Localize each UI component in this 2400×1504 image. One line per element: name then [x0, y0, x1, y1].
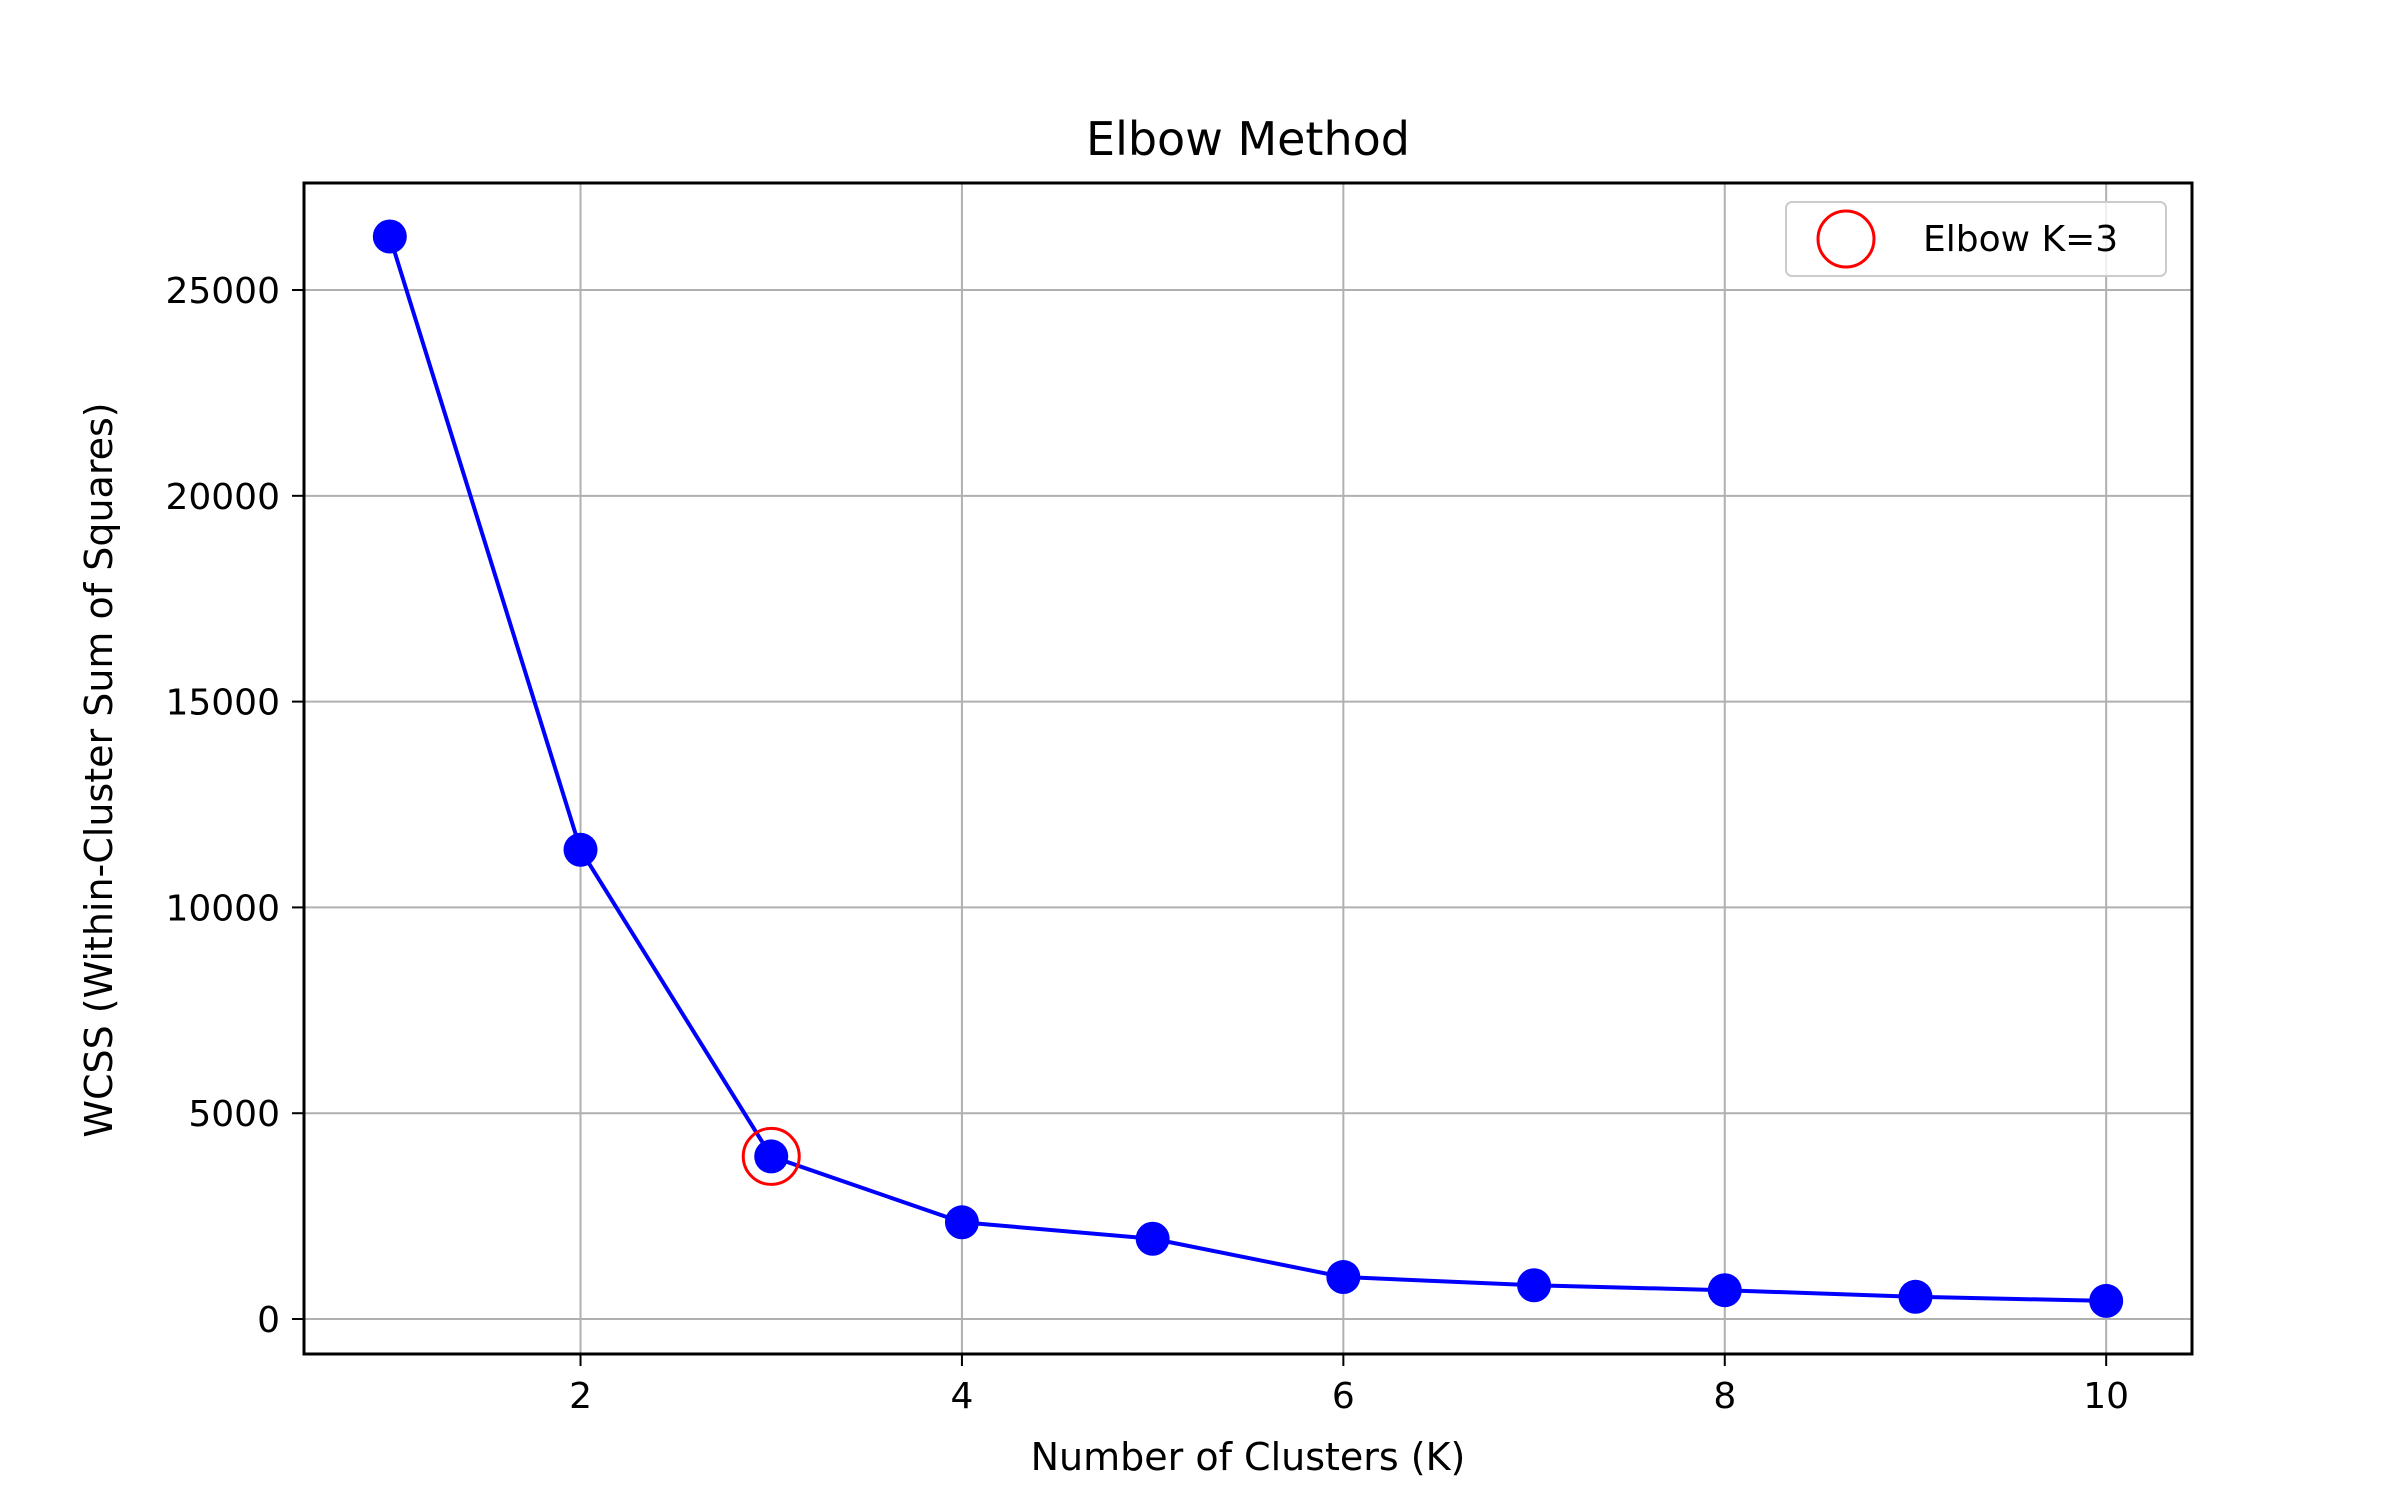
y-tick-label: 5000 [188, 1094, 280, 1135]
data-point [563, 832, 598, 867]
x-tick-label: 8 [1713, 1376, 1736, 1417]
x-tick-label: 2 [569, 1376, 592, 1417]
data-point [944, 1205, 979, 1240]
data-point [1898, 1279, 1933, 1314]
y-tick-label: 20000 [165, 477, 280, 518]
ticks-layer: 2 4 6 8 10 0 5000 10000 15000 20000 25000 [165, 271, 2129, 1417]
plot-frame [302, 181, 2194, 1356]
y-tick-label: 25000 [165, 271, 280, 312]
x-tick-label: 10 [2083, 1376, 2129, 1417]
series-line [387, 235, 2107, 1303]
data-point [1135, 1221, 1170, 1256]
data-point [372, 219, 407, 254]
axes-layer [302, 181, 2194, 1356]
series-layer [372, 219, 2124, 1318]
y-axis-label: WCSS (Within-Cluster Sum of Squares) [77, 402, 121, 1137]
x-tick-label: 4 [950, 1376, 973, 1417]
x-tick-label: 6 [1332, 1376, 1355, 1417]
legend-marker-icon [1816, 209, 1876, 269]
data-point [1707, 1273, 1742, 1308]
x-axis-label: Number of Clusters (K) [1031, 1435, 1466, 1479]
data-point [1517, 1268, 1552, 1303]
elbow-highlight-marker [741, 1126, 801, 1186]
legend: Elbow K=3 [1785, 201, 2167, 277]
data-point [1326, 1260, 1361, 1295]
data-point [754, 1139, 789, 1174]
legend-box [1785, 201, 2167, 277]
y-tick-label: 10000 [165, 888, 280, 929]
y-tick-label: 0 [257, 1300, 280, 1341]
chart-title: Elbow Method [1086, 112, 1410, 166]
y-tick-label: 15000 [165, 683, 280, 724]
data-point [2089, 1283, 2124, 1318]
legend-label: Elbow K=3 [1923, 219, 2118, 260]
